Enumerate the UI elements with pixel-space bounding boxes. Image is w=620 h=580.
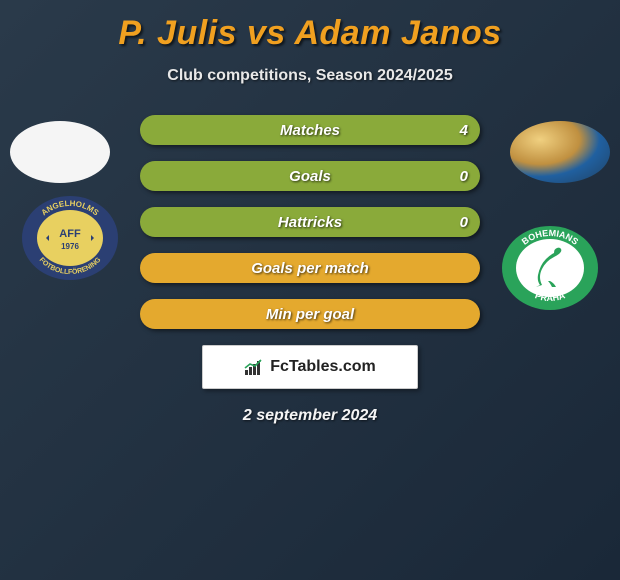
date-text: 2 september 2024 xyxy=(0,407,620,425)
stat-label: Min per goal xyxy=(266,306,354,323)
stat-value-right: 0 xyxy=(460,214,468,231)
brand-box[interactable]: FcTables.com xyxy=(202,345,418,389)
stat-label: Matches xyxy=(280,122,340,139)
stat-row: Min per goal xyxy=(140,299,480,329)
page-title: P. Julis vs Adam Janos xyxy=(0,0,620,53)
svg-text:1976: 1976 xyxy=(61,242,79,251)
stat-label: Goals per match xyxy=(251,260,369,277)
stats-list: Matches 4 Goals 0 Hattricks 0 Goals per match M… xyxy=(140,115,480,329)
stat-value-right: 0 xyxy=(460,168,468,185)
content: ANGELHOLMS FOTBOLLFÖRENING AFF 1976 BOHE… xyxy=(0,115,620,425)
stat-row: Goals 0 xyxy=(140,161,480,191)
stat-row: Hattricks 0 xyxy=(140,207,480,237)
club-right-badge: BOHEMIANS PRAHA xyxy=(500,225,600,311)
club-left-badge: ANGELHOLMS FOTBOLLFÖRENING AFF 1976 xyxy=(20,195,120,281)
page-subtitle: Club competitions, Season 2024/2025 xyxy=(0,67,620,85)
player-right-avatar xyxy=(510,121,610,183)
svg-text:AFF: AFF xyxy=(59,228,81,240)
stat-row: Matches 4 xyxy=(140,115,480,145)
brand-text: FcTables.com xyxy=(270,358,376,376)
brand-chart-icon xyxy=(244,358,266,376)
stat-label: Hattricks xyxy=(278,214,342,231)
stat-value-right: 4 xyxy=(460,122,468,139)
stat-row: Goals per match xyxy=(140,253,480,283)
player-left-avatar xyxy=(10,121,110,183)
stat-label: Goals xyxy=(289,168,331,185)
